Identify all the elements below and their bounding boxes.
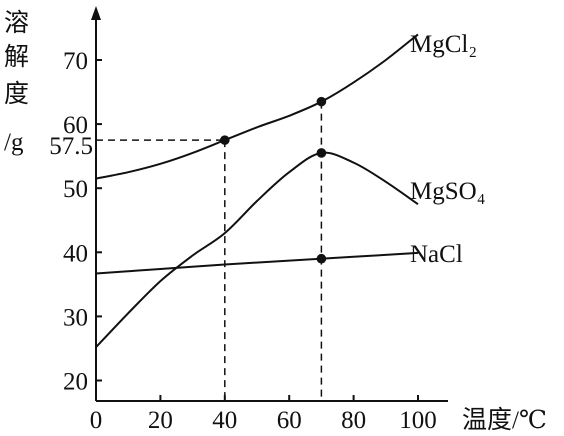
mgso4-label-subscript: ₄ [477,178,486,205]
curves [95,33,419,348]
data-points [220,96,327,264]
y-tick-label: 50 [63,176,88,203]
mgcl2-label: MgCl₂ [410,31,477,58]
y-tick-label: 40 [63,240,88,267]
y-axis-label-char: 解 [4,43,29,71]
data-point [316,253,327,264]
y-axis-label-char: 溶 [4,9,29,37]
mgso4-curve [95,151,419,348]
x-tick-label: 80 [341,407,366,434]
data-point [220,135,230,145]
nacl-curve [95,251,419,275]
data-point [316,96,327,107]
x-tick-label: 0 [90,407,103,434]
x-tick-label: 60 [277,407,302,434]
mgcl2-label-text: MgCl [410,31,468,58]
x-axis-label: 温度/℃ [462,406,547,434]
mgcl2-curve [95,33,419,180]
x-tick-label: 40 [212,407,237,434]
labels: 0 20 40 60 80 10020304050607057.5溶解度/g温度/℃MgC… [4,9,547,434]
y-axis-label-char: 度 [4,80,29,108]
x-tick-label: 100 [399,407,437,434]
axes [91,6,448,402]
y-tick-label: 60 [63,112,88,139]
mgso4-label-text: MgSO [410,178,477,205]
y-tick-label: 30 [63,304,88,331]
data-point [316,148,327,158]
nacl-label: NaCl [410,241,463,268]
y-axis-arrow [91,6,101,20]
y-axis-label-char: /g [4,129,24,156]
x-tick-label: 20 [148,407,173,434]
mgcl2-label-subscript: ₂ [468,31,477,58]
y-tick-label-57-5: 57.5 [49,133,93,160]
y-tick-label: 70 [63,48,88,75]
mgso4-label: MgSO₄ [410,178,485,205]
y-tick-label: 20 [63,369,88,396]
